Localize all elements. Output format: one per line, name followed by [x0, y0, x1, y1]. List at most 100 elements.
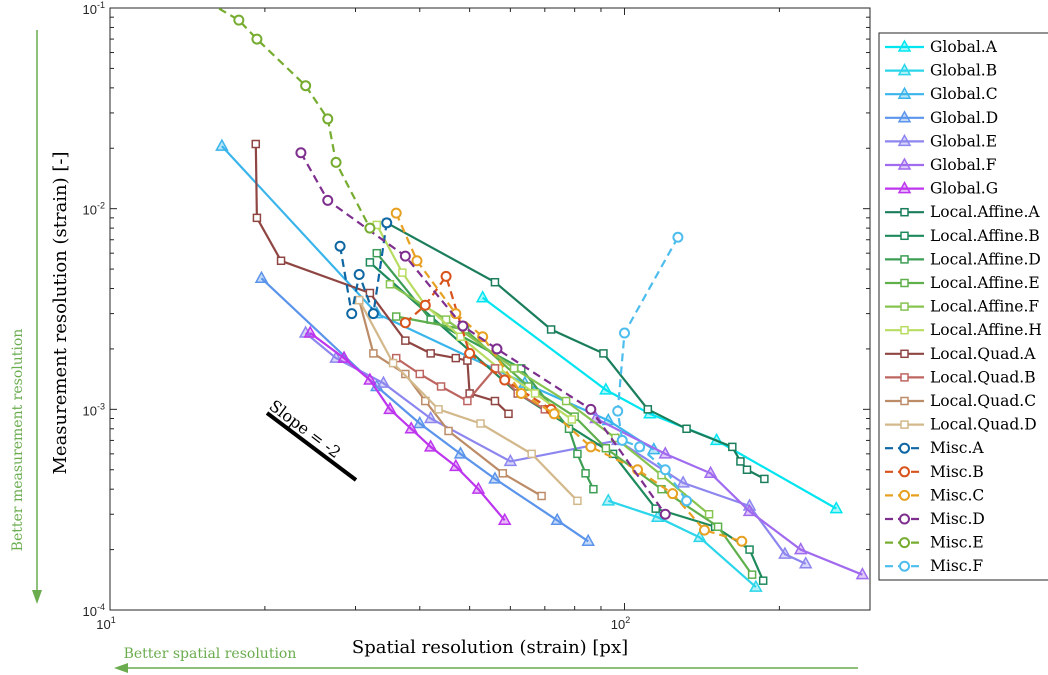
data-point-local-quad-a [365, 288, 375, 298]
series-global-a [475, 290, 844, 514]
data-point-global-e [376, 375, 391, 388]
legend-item-local-quad-d: Local.Quad.D [885, 416, 1037, 434]
legend-label: Local.Quad.D [930, 416, 1037, 434]
data-point-local-affine-f [561, 396, 571, 406]
data-point-local-affine-b [745, 545, 754, 554]
data-point-local-quad-c [537, 491, 546, 501]
data-point-local-quad-d [527, 449, 536, 459]
data-point-local-affine-h [567, 415, 577, 424]
data-point-global-d [550, 512, 565, 526]
data-point-global-a [599, 382, 613, 395]
data-point-local-affine-a [728, 442, 737, 452]
data-point-local-affine-a [682, 424, 691, 434]
legend-item-local-affine-f: Local.Affine.F [885, 298, 1039, 316]
data-point-local-affine-a [599, 349, 608, 358]
data-point-local-quad-c [421, 396, 430, 406]
series-local-affine-e [391, 312, 757, 579]
data-point-misc-d [457, 320, 469, 332]
legend-item-local-affine-b: Local.Affine.B [885, 227, 1040, 245]
legend-swatch-marker [900, 278, 909, 288]
legend-item-global-e: Global.E [885, 132, 997, 150]
data-point-global-g [497, 512, 512, 526]
x-axis-label: Spatial resolution (strain) [px] [352, 637, 628, 658]
legend-label: Local.Quad.C [930, 392, 1036, 410]
data-point-local-affine-e [713, 522, 723, 531]
legend-items: Global.A Global.B Global.C Global.D Global.E… [885, 38, 1042, 575]
data-point-local-affine-e [391, 312, 401, 321]
data-point-local-quad-d [573, 496, 582, 506]
data-point-local-quad-a [251, 139, 261, 149]
data-point-misc-d [585, 403, 597, 415]
data-point-local-quad-c [369, 349, 378, 358]
legend-item-local-affine-d: Local.Affine.D [885, 250, 1041, 268]
data-point-misc-e [330, 156, 342, 168]
data-point-global-b [601, 493, 616, 506]
better-measurement-arrowhead [32, 590, 42, 604]
data-point-local-affine-d [573, 449, 582, 459]
data-point-misc-c [548, 408, 560, 420]
data-point-local-affine-f [509, 364, 519, 373]
y-tick-label: 10-4 [83, 602, 105, 619]
data-point-local-affine-a [546, 325, 556, 334]
legend-item-global-d: Global.D [885, 109, 998, 127]
legend-item-global-b: Global.B [885, 62, 997, 80]
data-point-local-quad-a [252, 213, 262, 223]
series-line-local-quad-d [358, 299, 579, 502]
data-point-global-e [798, 556, 813, 569]
data-point-misc-d [399, 250, 411, 262]
legend-label: Global.D [930, 109, 998, 127]
data-point-local-affine-b [365, 258, 375, 267]
legend-label: Local.Affine.B [930, 227, 1040, 245]
legend-item-global-c: Global.C [885, 85, 998, 103]
data-point-misc-b [399, 317, 411, 329]
legend-label: Misc.D [930, 510, 985, 528]
legend-item-misc-b: Misc.B [885, 463, 984, 481]
legend-label: Misc.B [930, 463, 984, 481]
data-point-misc-f [672, 231, 684, 243]
data-point-misc-d [659, 508, 671, 520]
data-point-local-affine-d [372, 248, 382, 258]
data-point-misc-c [585, 441, 597, 453]
data-point-misc-e [233, 14, 245, 26]
data-point-misc-e [322, 113, 334, 125]
series-line-misc-b [404, 273, 552, 411]
data-point-misc-c [736, 535, 748, 547]
data-point-global-e [329, 350, 343, 363]
data-point-misc-b [499, 374, 511, 386]
data-point-local-affine-f [704, 510, 714, 519]
legend-swatch-marker [897, 181, 912, 194]
data-point-local-affine-a [760, 474, 769, 484]
legend-swatch-marker [899, 489, 910, 501]
data-point-local-affine-d [589, 484, 598, 494]
data-point-misc-c [667, 488, 679, 500]
data-point-misc-e [300, 80, 312, 92]
data-point-global-f [703, 465, 718, 479]
data-point-local-affine-e [601, 443, 611, 453]
data-point-misc-d [295, 147, 307, 159]
legend-label: Global.B [930, 62, 997, 80]
legend: Global.A Global.B Global.C Global.D Global.E… [878, 32, 1048, 581]
data-point-local-quad-a [426, 349, 435, 358]
series-local-quad-d [354, 295, 582, 506]
data-point-global-e [676, 475, 690, 488]
data-point-local-affine-b [651, 504, 660, 513]
data-point-misc-e [251, 33, 263, 45]
x-tick-label: 101 [96, 615, 115, 632]
data-point-global-g [423, 439, 438, 452]
legend-swatch-marker [899, 442, 910, 454]
legend-item-misc-d: Misc.D [885, 510, 985, 528]
data-point-misc-c [515, 387, 527, 399]
data-point-global-d [254, 270, 269, 284]
legend-item-global-g: Global.G [885, 180, 998, 198]
legend-item-local-affine-a: Local.Affine.A [885, 203, 1040, 221]
legend-swatch-marker [899, 537, 910, 549]
legend-label: Local.Affine.A [930, 203, 1040, 221]
data-point-global-g [303, 325, 317, 338]
legend-item-local-quad-b: Local.Quad.B [885, 368, 1036, 386]
data-point-global-f [742, 503, 757, 517]
y-tick-label: 10-1 [83, 0, 105, 17]
legend-label: Local.Quad.A [930, 345, 1036, 363]
legend-item-global-f: Global.F [885, 156, 997, 174]
data-point-local-quad-d [354, 295, 364, 305]
